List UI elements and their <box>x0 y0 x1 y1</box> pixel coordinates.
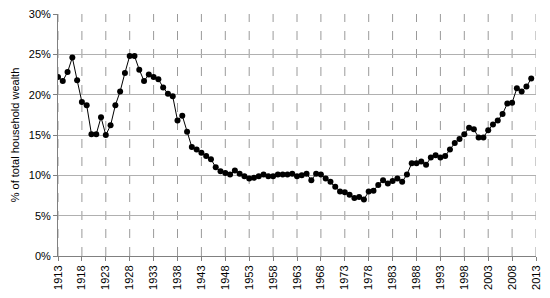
svg-text:2003: 2003 <box>482 265 494 289</box>
svg-text:30%: 30% <box>29 8 51 20</box>
svg-text:20%: 20% <box>29 89 51 101</box>
svg-text:1918: 1918 <box>75 265 87 289</box>
svg-text:0%: 0% <box>35 250 51 262</box>
svg-text:1943: 1943 <box>195 265 207 289</box>
svg-text:1948: 1948 <box>219 265 231 289</box>
svg-text:15%: 15% <box>29 129 51 141</box>
svg-text:1998: 1998 <box>458 265 470 289</box>
svg-text:1988: 1988 <box>410 265 422 289</box>
svg-text:25%: 25% <box>29 48 51 60</box>
svg-text:1983: 1983 <box>386 265 398 289</box>
svg-text:% of total household wealth: % of total household wealth <box>9 68 21 203</box>
svg-text:1923: 1923 <box>99 265 111 289</box>
svg-text:10%: 10% <box>29 169 51 181</box>
svg-text:1993: 1993 <box>434 265 446 289</box>
svg-text:2013: 2013 <box>530 265 542 289</box>
svg-text:1958: 1958 <box>267 265 279 289</box>
svg-text:2008: 2008 <box>506 265 518 289</box>
svg-text:1963: 1963 <box>291 265 303 289</box>
svg-text:5%: 5% <box>35 210 51 222</box>
svg-text:1928: 1928 <box>123 265 135 289</box>
svg-text:1973: 1973 <box>338 265 350 289</box>
svg-text:1913: 1913 <box>52 265 64 289</box>
svg-text:1953: 1953 <box>243 265 255 289</box>
svg-text:1933: 1933 <box>147 265 159 289</box>
svg-text:1978: 1978 <box>362 265 374 289</box>
svg-text:1938: 1938 <box>171 265 183 289</box>
svg-text:1968: 1968 <box>314 265 326 289</box>
